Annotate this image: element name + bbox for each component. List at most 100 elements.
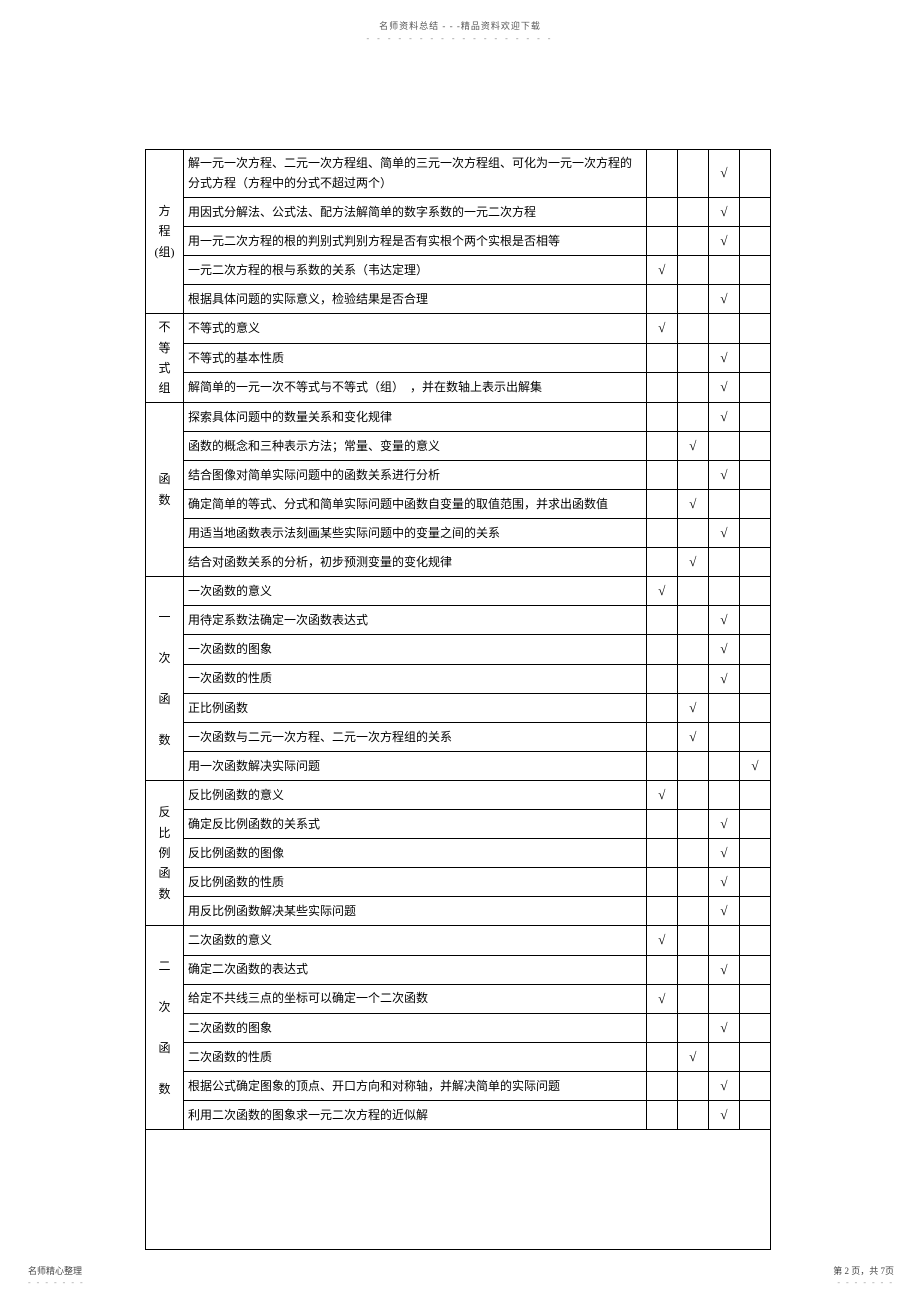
table-row: 确定简单的等式、分式和简单实际问题中函数自变量的取值范围，并求出函数值√ xyxy=(146,490,771,519)
blank-cell xyxy=(146,1130,771,1250)
table-row: 一次函数一次函数的意义√ xyxy=(146,577,771,606)
knowledge-table: 方程(组)解一元一次方程、二元一次方程组、简单的三元一次方程组、可化为一元一次方… xyxy=(145,149,771,1250)
check-cell xyxy=(739,460,770,489)
footer-right-dots: - - - - - - - xyxy=(837,1278,894,1287)
check-cell xyxy=(708,751,739,780)
check-cell xyxy=(646,1100,677,1129)
content-cell: 用反比例函数解决某些实际问题 xyxy=(184,897,647,926)
content-cell: 反比例函数的意义 xyxy=(184,780,647,809)
table-row: 给定不共线三点的坐标可以确定一个二次函数√ xyxy=(146,984,771,1013)
content-cell: 用因式分解法、公式法、配方法解简单的数字系数的一元二次方程 xyxy=(184,197,647,226)
table-row: 函数的概念和三种表示方法；常量、变量的意义√ xyxy=(146,431,771,460)
check-cell: √ xyxy=(708,402,739,431)
check-cell xyxy=(677,226,708,255)
table-row: 用待定系数法确定一次函数表达式√ xyxy=(146,606,771,635)
table-row: 用一次函数解决实际问题√ xyxy=(146,751,771,780)
check-cell xyxy=(739,314,770,344)
check-cell xyxy=(646,897,677,926)
check-cell xyxy=(677,314,708,344)
check-cell xyxy=(677,343,708,373)
table-row: 结合对函数关系的分析，初步预测变量的变化规律√ xyxy=(146,548,771,577)
check-cell: √ xyxy=(708,1013,739,1042)
check-cell xyxy=(677,635,708,664)
blank-row xyxy=(146,1130,771,1250)
check-cell xyxy=(739,839,770,868)
content-cell: 反比例函数的图像 xyxy=(184,839,647,868)
check-cell xyxy=(739,606,770,635)
table-row: 方程(组)解一元一次方程、二元一次方程组、简单的三元一次方程组、可化为一元一次方… xyxy=(146,150,771,198)
check-cell xyxy=(739,635,770,664)
check-cell xyxy=(646,722,677,751)
content-cell: 结合对函数关系的分析，初步预测变量的变化规律 xyxy=(184,548,647,577)
content-cell: 一元二次方程的根与系数的关系（韦达定理） xyxy=(184,255,647,284)
check-cell xyxy=(677,197,708,226)
content-cell: 探索具体问题中的数量关系和变化规律 xyxy=(184,402,647,431)
check-cell: √ xyxy=(708,460,739,489)
content-cell: 反比例函数的性质 xyxy=(184,868,647,897)
check-cell: √ xyxy=(646,314,677,344)
table-row: 一元二次方程的根与系数的关系（韦达定理）√ xyxy=(146,255,771,284)
check-cell xyxy=(708,926,739,955)
check-cell: √ xyxy=(708,635,739,664)
check-cell xyxy=(739,255,770,284)
content-cell: 结合图像对简单实际问题中的函数关系进行分析 xyxy=(184,460,647,489)
check-cell xyxy=(646,460,677,489)
check-cell xyxy=(739,693,770,722)
content-cell: 利用二次函数的图象求一元二次方程的近似解 xyxy=(184,1100,647,1129)
check-cell xyxy=(739,810,770,839)
category-cell: 二次函数 xyxy=(146,926,184,1130)
content-cell: 用一次函数解决实际问题 xyxy=(184,751,647,780)
table-row: 用一元二次方程的根的判别式判别方程是否有实根个两个实根是否相等√ xyxy=(146,226,771,255)
check-cell: √ xyxy=(677,1042,708,1071)
check-cell xyxy=(739,226,770,255)
content-cell: 确定反比例函数的关系式 xyxy=(184,810,647,839)
table-row: 确定二次函数的表达式√ xyxy=(146,955,771,984)
check-cell xyxy=(708,431,739,460)
check-cell xyxy=(739,197,770,226)
category-cell: 函数 xyxy=(146,402,184,577)
check-cell xyxy=(677,1013,708,1042)
category-cell: 不等式组 xyxy=(146,314,184,403)
table-row: 不等式组不等式的意义√ xyxy=(146,314,771,344)
check-cell xyxy=(677,402,708,431)
check-cell xyxy=(708,314,739,344)
check-cell xyxy=(677,926,708,955)
check-cell: √ xyxy=(708,343,739,373)
check-cell xyxy=(708,722,739,751)
check-cell xyxy=(646,664,677,693)
table-row: 函数探索具体问题中的数量关系和变化规律√ xyxy=(146,402,771,431)
table-row: 结合图像对简单实际问题中的函数关系进行分析 √ xyxy=(146,460,771,489)
content-cell: 一次函数的图象 xyxy=(184,635,647,664)
check-cell xyxy=(677,955,708,984)
check-cell xyxy=(646,373,677,403)
content-cell: 根据公式确定图象的顶点、开口方向和对称轴，并解决简单的实际问题 xyxy=(184,1071,647,1100)
check-cell xyxy=(677,1071,708,1100)
check-cell xyxy=(677,150,708,198)
check-cell xyxy=(739,577,770,606)
table-row: 根据具体问题的实际意义，检验结果是否合理√ xyxy=(146,285,771,314)
table-row: 一次函数与二元一次方程、二元一次方程组的关系√ xyxy=(146,722,771,751)
check-cell xyxy=(677,664,708,693)
check-cell xyxy=(677,751,708,780)
check-cell xyxy=(739,285,770,314)
check-cell xyxy=(739,373,770,403)
check-cell xyxy=(739,402,770,431)
check-cell xyxy=(677,1100,708,1129)
check-cell xyxy=(739,490,770,519)
check-cell: √ xyxy=(677,693,708,722)
check-cell xyxy=(677,780,708,809)
check-cell xyxy=(646,606,677,635)
check-cell: √ xyxy=(708,373,739,403)
content-cell: 不等式的基本性质 xyxy=(184,343,647,373)
check-cell xyxy=(646,635,677,664)
check-cell: √ xyxy=(708,150,739,198)
check-cell xyxy=(739,1071,770,1100)
check-cell: √ xyxy=(708,519,739,548)
check-cell xyxy=(739,150,770,198)
check-cell: √ xyxy=(677,431,708,460)
check-cell: √ xyxy=(708,606,739,635)
footer-right: 第 2 页，共 7页 xyxy=(833,1264,894,1277)
check-cell xyxy=(646,343,677,373)
check-cell xyxy=(739,897,770,926)
category-cell: 反比例函数 xyxy=(146,780,184,925)
